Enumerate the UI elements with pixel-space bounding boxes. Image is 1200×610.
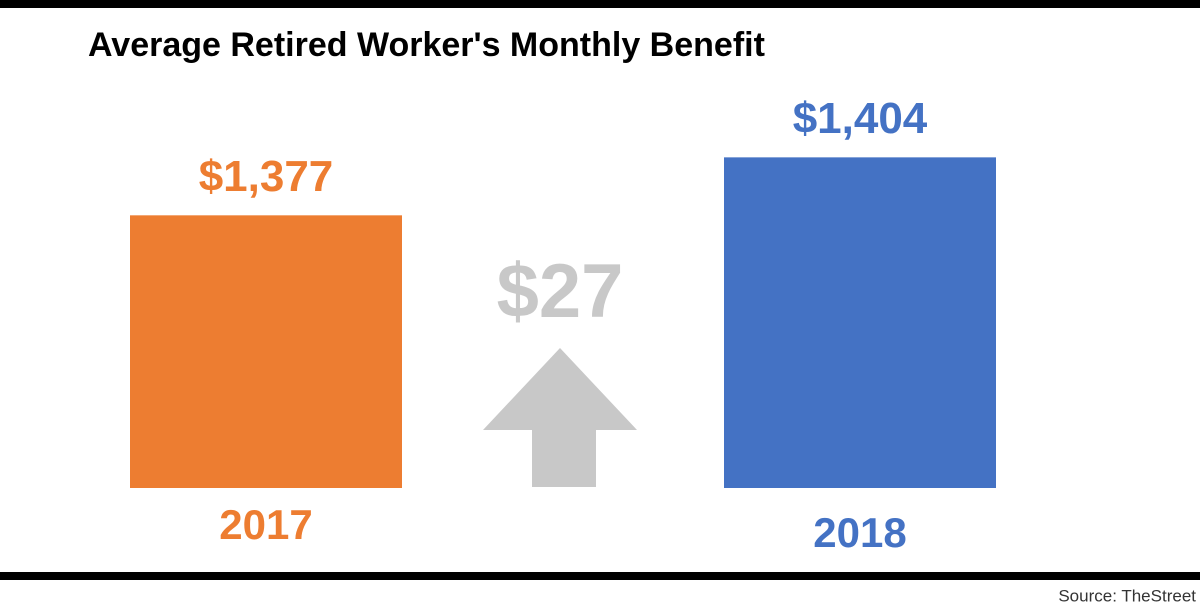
value-label: $1,404 [793, 94, 928, 143]
bar [130, 215, 402, 488]
top-border [0, 0, 1200, 8]
bottom-border [0, 572, 1200, 580]
up-arrow [483, 348, 637, 487]
value-label: $1,377 [199, 152, 334, 201]
category-label: 2017 [219, 501, 312, 548]
chart-title: Average Retired Worker's Monthly Benefit [88, 26, 765, 64]
source: Source: TheStreet [1058, 586, 1196, 605]
bar [724, 157, 996, 488]
annotation: $27 [497, 249, 624, 334]
category-label: 2018 [813, 509, 906, 556]
